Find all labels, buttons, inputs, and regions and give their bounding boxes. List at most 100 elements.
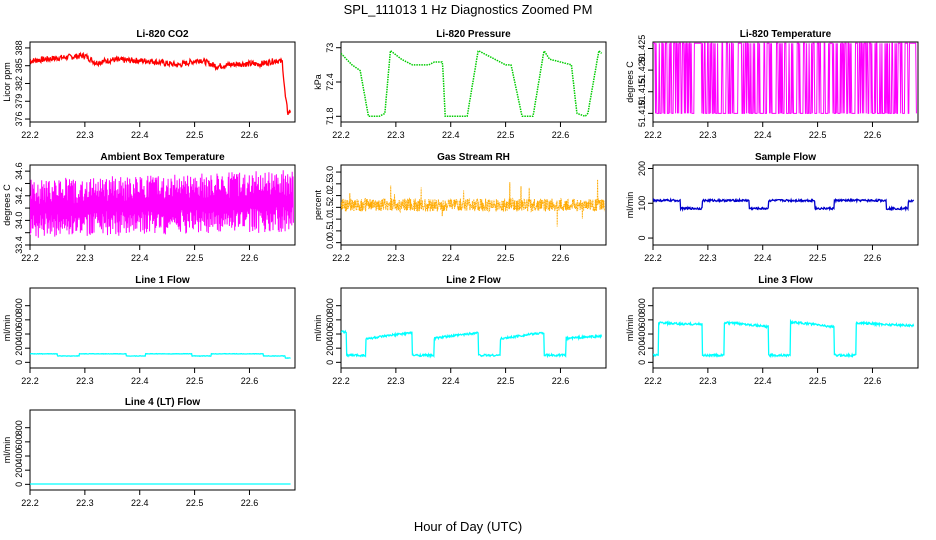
panel-title: Line 4 (LT) Flow — [125, 397, 201, 408]
panel-title: Line 3 Flow — [758, 275, 813, 286]
y-axis-label: kPa — [313, 74, 323, 90]
x-tick-label: 22.2 — [21, 498, 39, 508]
panel-7: Line 1 Flow ml/min 22.2 22.3 22.4 22.5 22.6 0 20… — [2, 275, 296, 386]
panel-6: Sample Flow ml/min 22.2 22.3 22.4 22.5 22.6 0 10… — [625, 152, 919, 263]
panel-9: Line 3 Flow ml/min 22.2 22.3 22.4 22.5 22.6 0 20… — [625, 275, 919, 386]
y-tick-label: 600 — [325, 312, 335, 327]
y-tick-label: 600 — [14, 434, 24, 449]
data-line — [653, 42, 917, 114]
data-line — [341, 179, 605, 227]
y-tick-label: 73 — [325, 43, 335, 53]
y-tick-label: 400 — [14, 449, 24, 464]
x-tick-label: 22.4 — [442, 376, 460, 386]
y-tick-label: 600 — [637, 312, 647, 327]
plot-frame — [29, 409, 296, 491]
y-tick-label: 51.425 — [637, 35, 647, 63]
x-tick-label: 22.5 — [809, 376, 827, 386]
panel-1: Li-820 CO2 Licor ppm 22.2 22.3 22.4 22.5 22.6 3… — [2, 29, 296, 140]
plot-frame — [29, 41, 296, 123]
y-axis-label: ml/min — [2, 315, 12, 342]
y-tick-label: 51.410 — [637, 100, 647, 128]
x-tick-label: 22.4 — [442, 130, 460, 140]
y-tick-label: 100 — [637, 196, 647, 211]
y-tick-label: 400 — [325, 327, 335, 342]
x-tick-label: 22.2 — [332, 130, 350, 140]
y-tick-label: 382 — [14, 76, 24, 91]
series-5 — [341, 179, 605, 227]
x-tick-label: 22.4 — [754, 253, 772, 263]
panel-title: Ambient Box Temperature — [100, 152, 225, 163]
y-tick-label: 600 — [14, 312, 24, 327]
x-tick-label: 22.3 — [76, 376, 94, 386]
y-tick-label: 72.4 — [325, 73, 335, 91]
panel-8: Line 2 Flow ml/min 22.2 22.3 22.4 22.5 22.6 0 20… — [313, 275, 607, 386]
data-line — [653, 318, 915, 359]
y-tick-label: 0 — [325, 360, 335, 365]
x-tick-label: 22.4 — [131, 253, 149, 263]
x-tick-label: 22.3 — [387, 130, 405, 140]
y-tick-label: 800 — [14, 420, 24, 435]
panel-title: Line 2 Flow — [446, 275, 501, 286]
data-line — [30, 170, 294, 238]
y-tick-label: 1.5 — [325, 201, 335, 214]
figure-xlabel: Hour of Day (UTC) — [414, 519, 522, 534]
x-tick-label: 22.5 — [809, 253, 827, 263]
y-tick-label: 379 — [14, 94, 24, 109]
panel-10: Line 4 (LT) Flow ml/min 22.2 22.3 22.4 22.5 22… — [2, 397, 296, 508]
y-tick-label: 376 — [14, 112, 24, 127]
x-tick-label: 22.3 — [76, 498, 94, 508]
data-line — [30, 51, 292, 116]
y-axis-label: ml/min — [2, 437, 12, 464]
panel-2: Li-820 Pressure kPa 22.2 22.3 22.4 22.5 22.6 71… — [313, 29, 607, 140]
y-tick-label: 51.415 — [637, 78, 647, 106]
y-tick-label: 0 — [637, 236, 647, 241]
x-tick-label: 22.6 — [864, 253, 882, 263]
x-tick-label: 22.6 — [552, 376, 570, 386]
panel-5: Gas Stream RH percent 22.2 22.3 22.4 22.5 22.6… — [313, 152, 607, 263]
y-axis-label: degrees C — [2, 184, 12, 226]
y-tick-label: 0 — [14, 482, 24, 487]
x-tick-label: 22.5 — [809, 130, 827, 140]
y-tick-label: 200 — [325, 341, 335, 356]
x-tick-label: 22.6 — [241, 376, 259, 386]
y-tick-label: 800 — [14, 298, 24, 313]
y-axis-label: ml/min — [625, 192, 635, 219]
series-2 — [341, 49, 603, 118]
panel-title: Sample Flow — [755, 152, 816, 163]
data-line — [30, 352, 291, 360]
panel-title: Li-820 CO2 — [136, 29, 189, 40]
plot-frame — [652, 41, 919, 123]
x-tick-label: 22.5 — [186, 376, 204, 386]
y-tick-label: 0 — [14, 360, 24, 365]
x-tick-label: 22.6 — [241, 253, 259, 263]
panel-title: Line 1 Flow — [135, 275, 190, 286]
x-tick-label: 22.2 — [21, 253, 39, 263]
x-tick-label: 22.6 — [241, 498, 259, 508]
x-tick-label: 22.2 — [644, 130, 662, 140]
x-tick-label: 22.3 — [699, 130, 717, 140]
panel-grid: Li-820 CO2 Licor ppm 22.2 22.3 22.4 22.5 22.6 3… — [2, 29, 919, 508]
x-tick-label: 22.5 — [497, 130, 515, 140]
series-4 — [30, 170, 294, 238]
x-tick-label: 22.2 — [644, 376, 662, 386]
y-axis-label: ml/min — [625, 315, 635, 342]
y-axis-label: percent — [313, 189, 323, 220]
y-tick-label: 34.6 — [14, 162, 24, 180]
x-tick-label: 22.6 — [241, 130, 259, 140]
x-tick-label: 22.3 — [699, 376, 717, 386]
panel-title: Li-820 Pressure — [436, 29, 511, 40]
x-tick-label: 22.6 — [864, 130, 882, 140]
series-7 — [30, 352, 291, 360]
y-tick-label: 388 — [14, 40, 24, 55]
plot-frame — [340, 164, 607, 246]
y-tick-label: 3.0 — [325, 166, 335, 179]
y-tick-label: 385 — [14, 58, 24, 73]
y-tick-label: 33.4 — [14, 236, 24, 254]
y-tick-label: 200 — [14, 341, 24, 356]
y-tick-label: 2.5 — [325, 178, 335, 191]
x-tick-label: 22.4 — [131, 498, 149, 508]
y-tick-label: 0 — [637, 360, 647, 365]
y-tick-label: 800 — [637, 298, 647, 313]
y-tick-label: 0.5 — [325, 225, 335, 238]
